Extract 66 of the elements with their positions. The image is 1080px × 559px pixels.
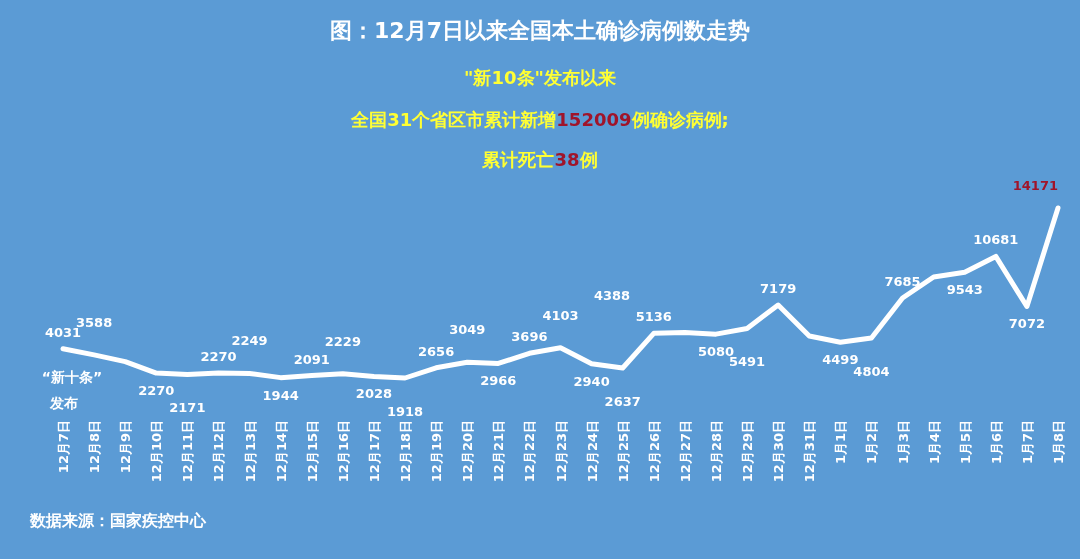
x-tick-label: 1月1日 (833, 420, 849, 465)
x-tick-label: 12月27日 (677, 420, 693, 483)
x-tick-label: 1月7日 (1019, 420, 1035, 465)
data-label: 1918 (386, 404, 424, 419)
x-tick-label: 12月18日 (398, 420, 414, 483)
x-tick-label: 12月21日 (491, 420, 507, 483)
data-label: 2966 (480, 373, 517, 389)
x-tick-label: 1月4日 (926, 420, 942, 465)
data-label: 2270 (200, 349, 237, 365)
x-tick-label: 12月16日 (335, 420, 351, 483)
x-tick-label: 1月3日 (895, 420, 911, 465)
x-tick-label: 12月19日 (429, 420, 445, 483)
data-label: 7072 (1008, 316, 1045, 332)
data-label: 2229 (324, 333, 361, 349)
chart-title: 图：12月7日以来全国本土确诊病例数走势 (330, 18, 750, 43)
x-tick-label: 12月25日 (615, 420, 631, 483)
x-tick-label: 12月22日 (522, 420, 538, 483)
x-tick-label: 12月12日 (211, 420, 227, 483)
x-tick-label: 12月31日 (802, 420, 818, 483)
data-label: 2656 (418, 343, 455, 359)
x-tick-label: 12月20日 (460, 420, 476, 483)
x-tick-label: 1月5日 (957, 420, 973, 465)
data-label: 2940 (573, 373, 610, 389)
x-tick-label: 12月7日 (56, 420, 71, 474)
source-note: 数据来源：国家疾控中心 (29, 511, 207, 530)
data-label: 5136 (635, 309, 672, 325)
x-tick-label: 12月8日 (87, 420, 103, 474)
x-tick-label: 1月6日 (988, 420, 1004, 465)
x-tick-label: 12月10日 (149, 420, 165, 483)
text: 152009 (556, 109, 632, 130)
data-label: 2637 (604, 394, 641, 410)
data-label: 2171 (169, 400, 206, 416)
x-tick-label: 12月13日 (242, 420, 258, 483)
data-label: 10681 (973, 232, 1019, 248)
data-label: 9543 (946, 282, 983, 298)
x-tick-label: 12月30日 (771, 420, 787, 483)
data-label: 2028 (355, 386, 393, 402)
x-tick-label: 12月14日 (273, 420, 289, 483)
x-tick-label: 12月9日 (118, 420, 134, 474)
data-label: 7179 (760, 281, 797, 297)
data-label: 2091 (293, 351, 330, 367)
x-tick-label: 1月2日 (864, 420, 880, 465)
x-tick-label: 12月26日 (646, 420, 662, 483)
annotation: “新十条” (41, 369, 103, 385)
x-tick-label: 12月17日 (366, 420, 382, 483)
text: "新10条"发布以来 (464, 67, 616, 88)
data-label: 7685 (884, 273, 921, 289)
text: 全国31个省区市累计新增 (350, 109, 557, 130)
text: 38 (554, 149, 580, 170)
text: 发布 (49, 395, 78, 411)
x-tick-label: 1月8日 (1051, 420, 1066, 465)
data-label: 3049 (449, 322, 486, 338)
data-label: 1944 (262, 387, 299, 403)
annotation: 4388 (593, 288, 631, 303)
text: 累计死亡 (481, 149, 555, 170)
data-label: 14171 (1012, 178, 1058, 193)
x-tick-label: 12月23日 (553, 420, 569, 483)
x-tick-label: 12月11日 (180, 420, 196, 483)
data-label: 4103 (542, 307, 579, 323)
x-tick-label: 12月15日 (304, 420, 320, 483)
x-tick-label: 12月29日 (740, 420, 756, 483)
x-tick-label: 12月28日 (708, 420, 724, 483)
data-label: 2270 (138, 383, 175, 399)
x-tick-label: 12月24日 (584, 420, 600, 483)
data-label: 2249 (231, 333, 268, 349)
data-label: 3696 (511, 329, 548, 345)
